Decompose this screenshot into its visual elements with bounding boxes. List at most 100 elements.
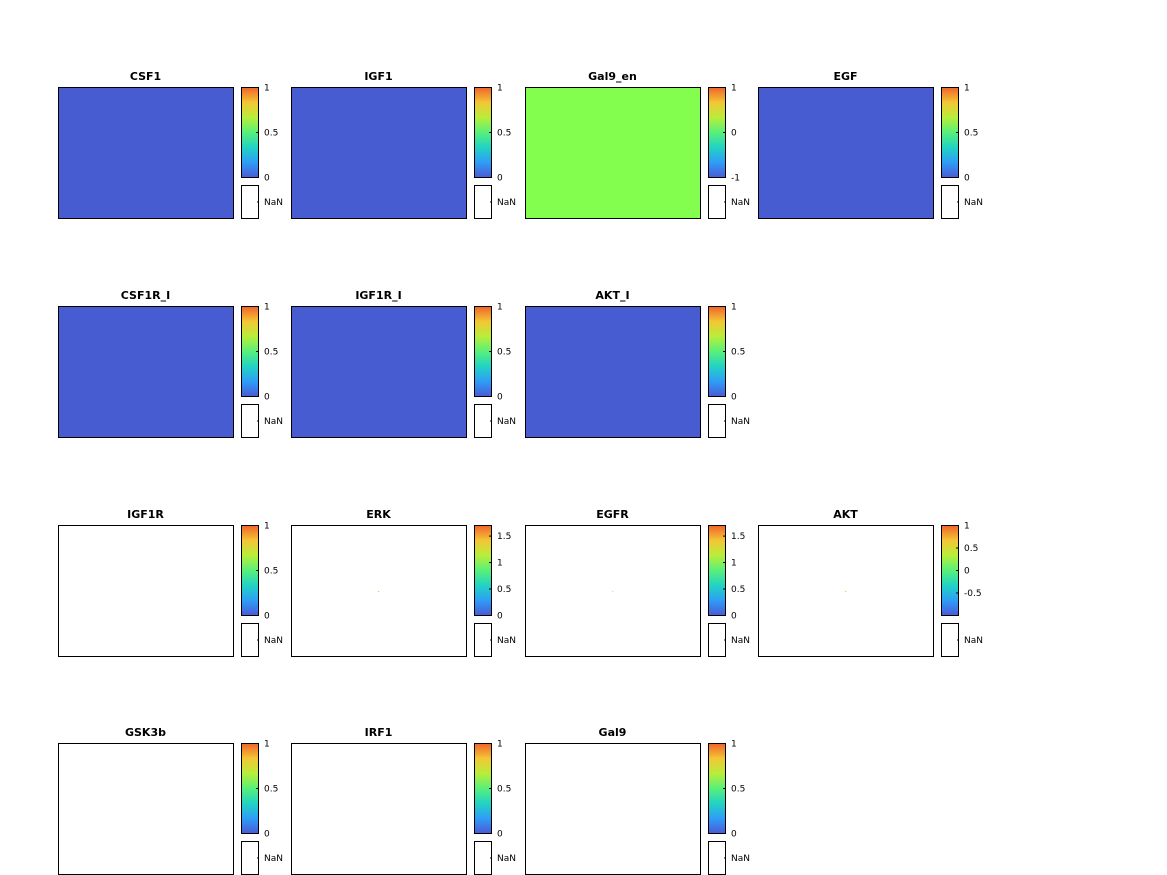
nan-label: NaN [731,417,750,427]
colorbar [241,743,259,834]
colorbar-tick-label: 0.5 [264,785,278,795]
colorbar-tick-label: 1 [497,559,503,569]
heatmap-point [845,591,847,593]
heatmap-cell [291,306,467,438]
panel-igf1r-i: IGF1R_I 1 0.5 0 NaN [291,289,516,438]
panel-title: AKT_I [595,289,629,302]
nan-label: NaN [497,854,516,864]
colorbar-tick-label: 0 [497,830,503,840]
nan-box [474,404,492,438]
colorbar-tick-label: -1 [731,174,740,184]
colorbar-tick-label: 0.5 [731,348,745,358]
panel-irf1: IRF1 1 0.5 0 NaN [291,726,516,875]
panel-erk: ERK 1.5 1 0.5 0 NaN [291,508,516,657]
colorbar-tick-label: 0 [264,174,270,184]
panel-gsk3b: GSK3b 1 0.5 0 NaN [58,726,283,875]
colorbar-tick-label: 0 [731,612,737,622]
colorbar-tick-label: 0 [731,830,737,840]
nan-label: NaN [497,636,516,646]
nan-box [474,841,492,875]
colorbar-tick-label: 0 [497,174,503,184]
colorbar [941,525,959,616]
panel-title: IGF1R [127,508,164,521]
colorbar-tick-label: 0 [264,393,270,403]
colorbar [941,87,959,178]
panel-egf: EGF 1 0.5 0 NaN [758,70,983,219]
colorbar [241,87,259,178]
colorbar-tick-label: 1.5 [731,532,745,542]
colorbar-tick-label: 0.5 [964,129,978,139]
panel-akt-i: AKT_I 1 0.5 0 NaN [525,289,750,438]
colorbar-tick-label: 0.5 [731,785,745,795]
colorbar-tick-label: 1 [497,303,503,313]
nan-box [241,185,259,219]
colorbar-tick-label: 1 [497,84,503,94]
panel-title: IGF1R_I [355,289,401,302]
nan-label: NaN [964,198,983,208]
panel-igf1r: IGF1R 1 0.5 0 NaN [58,508,283,657]
colorbar-tick-label: 0.5 [964,544,978,554]
nan-label: NaN [731,636,750,646]
colorbar [474,306,492,397]
nan-label: NaN [264,636,283,646]
panel-title: EGFR [596,508,629,521]
colorbar-tick-label: 0.5 [264,567,278,577]
colorbar-tick-label: 0.5 [731,585,745,595]
colorbar-tick-label: 1 [264,522,270,532]
panel-egfr: EGFR 1.5 1 0.5 0 NaN [525,508,750,657]
panel-title: Gal9_en [588,70,637,83]
colorbar-tick-label: 1 [497,740,503,750]
colorbar [708,525,726,616]
heatmap-cell [525,743,701,875]
panel-csf1r-i: CSF1R_I 1 0.5 0 NaN [58,289,283,438]
heatmap-cell [58,306,234,438]
heatmap-cell [525,306,701,438]
nan-box [941,623,959,657]
colorbar-tick-label: 0.5 [497,348,511,358]
nan-box [708,841,726,875]
colorbar-tick-label: 1 [731,559,737,569]
colorbar-tick-label: 1 [731,740,737,750]
colorbar-tick-label: 1 [964,84,970,94]
nan-box [941,185,959,219]
colorbar [708,306,726,397]
panel-title: EGF [833,70,857,83]
nan-box [474,623,492,657]
colorbar-tick-label: 1 [731,303,737,313]
colorbar [708,743,726,834]
panel-title: Gal9 [599,726,627,739]
colorbar [241,525,259,616]
colorbar-tick-label: 0 [497,612,503,622]
colorbar-tick-label: 0.5 [497,585,511,595]
nan-box [474,185,492,219]
colorbar [708,87,726,178]
panel-title: IRF1 [365,726,393,739]
heatmap-cell [291,87,467,219]
heatmap-cell [291,743,467,875]
colorbar-tick-label: 1 [731,84,737,94]
nan-label: NaN [497,417,516,427]
nan-label: NaN [264,198,283,208]
colorbar-tick-label: 0 [964,174,970,184]
colorbar [474,525,492,616]
colorbar-tick-label: 0 [264,830,270,840]
colorbar-tick-label: 1 [964,522,970,532]
panel-title: IGF1 [364,70,392,83]
nan-label: NaN [964,636,983,646]
nan-label: NaN [731,854,750,864]
colorbar-tick-label: 0.5 [264,129,278,139]
colorbar-tick-label: 1.5 [497,532,511,542]
colorbar [241,306,259,397]
panel-igf1: IGF1 1 0.5 0 NaN [291,70,516,219]
colorbar-tick-label: 1 [264,84,270,94]
panel-title: AKT [833,508,858,521]
panel-title: GSK3b [125,726,166,739]
colorbar-tick-label: 0 [731,129,737,139]
nan-box [708,185,726,219]
nan-label: NaN [731,198,750,208]
heatmap-point [612,591,614,593]
heatmap-cell [58,743,234,875]
nan-label: NaN [264,417,283,427]
colorbar-tick-label: 0.5 [497,129,511,139]
